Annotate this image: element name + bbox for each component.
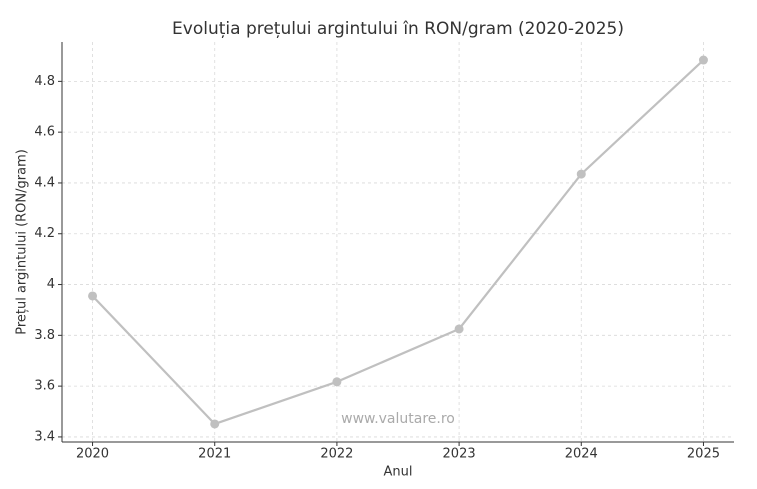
y-tick-label: 4 (47, 277, 55, 292)
y-tick-label: 4.8 (34, 74, 55, 89)
y-tick-label: 3.6 (34, 379, 55, 394)
chart-title: Evoluția prețului argintului în RON/gram… (172, 19, 624, 39)
line (91, 59, 705, 426)
x-tick-label: 2024 (565, 447, 598, 462)
y-tick-label: 4.2 (34, 226, 55, 241)
point (88, 291, 98, 301)
point (576, 169, 586, 179)
y-tick-label: 3.4 (34, 429, 55, 444)
x-tick-label: 2020 (76, 447, 109, 462)
point (332, 377, 342, 387)
y-tick-label: 3.8 (34, 328, 55, 343)
y-axis-label: Prețul argintului (RON/gram) (15, 149, 30, 335)
point (210, 419, 220, 429)
x-tick-label: 2021 (198, 447, 231, 462)
x-tick-label: 2025 (687, 447, 720, 462)
point (698, 55, 708, 65)
watermark: www.valutare.ro (341, 411, 455, 427)
point (454, 324, 464, 334)
y-tick-label: 4.4 (34, 175, 55, 190)
y-tick-label: 4.6 (34, 125, 55, 140)
x-axis-label: Anul (384, 465, 413, 480)
x-tick-label: 2023 (443, 447, 476, 462)
x-tick-label: 2022 (320, 447, 353, 462)
